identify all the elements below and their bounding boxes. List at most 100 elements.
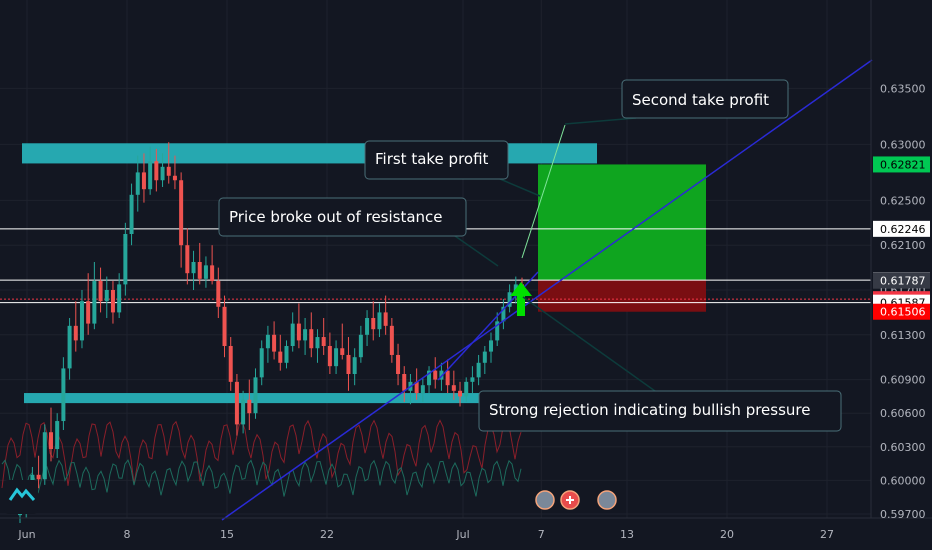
- candle: [501, 306, 506, 322]
- price-tick-label: 0.61300: [880, 329, 926, 342]
- price-label-text: 0.62821: [880, 158, 926, 171]
- candle: [179, 180, 184, 246]
- candle: [272, 334, 277, 352]
- candle: [358, 334, 363, 358]
- candle: [507, 292, 512, 307]
- price-label-bg: [873, 272, 930, 289]
- candle: [247, 399, 252, 414]
- candle: [476, 362, 481, 378]
- candle: [414, 381, 419, 394]
- price-label-bg: [873, 220, 930, 237]
- candle: [259, 348, 264, 378]
- price-axis[interactable]: 0.635000.630000.625000.621000.617000.613…: [873, 82, 930, 521]
- candle: [234, 381, 239, 425]
- annotation-leader-line: [499, 178, 541, 197]
- annotation-box: [478, 390, 842, 432]
- candle: [433, 370, 438, 380]
- candle: [154, 161, 159, 181]
- ascending-trendline: [221, 59, 873, 521]
- trendlines[interactable]: [221, 59, 873, 521]
- event-marker-icon: [535, 490, 555, 510]
- candle: [315, 337, 320, 349]
- time-tick-label: Jul: [455, 528, 469, 541]
- candle: [92, 281, 97, 324]
- candle: [166, 166, 171, 176]
- candle: [352, 357, 357, 374]
- price-tick-label: 0.63500: [880, 82, 926, 95]
- candle: [73, 325, 78, 341]
- annotation-text: Price broke out of resistance: [229, 208, 443, 226]
- annotations[interactable]: Second take profit First take profit Price…: [218, 79, 842, 432]
- candle: [123, 234, 128, 285]
- candle: [303, 329, 308, 341]
- candle: [104, 290, 109, 302]
- candle: [513, 284, 518, 293]
- time-tick-label: 20: [720, 528, 734, 541]
- candle: [98, 281, 103, 302]
- candle: [135, 172, 140, 195]
- candle: [203, 265, 208, 279]
- candle: [464, 381, 469, 397]
- annotation-text: Second take profit: [632, 91, 769, 109]
- volume-oscillator: [1, 419, 522, 497]
- time-tick-label: 15: [220, 528, 234, 541]
- price-label-bg: [873, 303, 930, 320]
- bullish-arrow-icon: [510, 282, 532, 316]
- candle: [117, 284, 122, 313]
- time-tick-label: 8: [124, 528, 131, 541]
- time-tick-label: 22: [320, 528, 334, 541]
- price-tick-label: 0.60300: [880, 441, 926, 454]
- candle: [228, 346, 233, 382]
- price-tick-label: 0.60000: [880, 474, 926, 487]
- volume-line-green: [1, 459, 522, 497]
- annotation-text: First take profit: [375, 150, 489, 168]
- candle: [321, 337, 326, 346]
- candle: [451, 385, 456, 391]
- candle: [79, 301, 84, 341]
- candle: [265, 334, 270, 349]
- candle: [296, 323, 301, 341]
- stop-loss-zone: [538, 280, 706, 312]
- candle: [141, 172, 146, 190]
- candle: [67, 325, 72, 369]
- candle: [309, 329, 314, 349]
- candle: [284, 346, 289, 363]
- annotation-leader-line: [454, 235, 499, 267]
- candle: [365, 318, 370, 335]
- candle: [222, 306, 227, 346]
- candle: [42, 432, 47, 480]
- candle: [185, 245, 190, 274]
- annotation-leader-line: [564, 117, 637, 125]
- candle: [334, 348, 339, 367]
- projection-line: [521, 124, 566, 259]
- support-zone: [24, 393, 584, 404]
- price-tick-label: 0.60900: [880, 374, 926, 387]
- candle: [489, 340, 494, 352]
- candle: [110, 290, 115, 313]
- candle: [383, 312, 388, 326]
- logo-mark-icon: [8, 487, 36, 501]
- candlestick-series: [18, 142, 524, 523]
- candle: [371, 318, 376, 330]
- candle: [495, 321, 500, 341]
- event-marker-icon: [597, 490, 617, 510]
- candle: [402, 374, 407, 391]
- annotation-box: [364, 140, 509, 180]
- annotation-text: Strong rejection indicating bullish pres…: [489, 401, 810, 419]
- time-tick-label: 13: [620, 528, 634, 541]
- chart-icons: [4, 480, 617, 514]
- candle: [346, 354, 351, 374]
- candle: [290, 323, 295, 346]
- time-axis[interactable]: Jun 8 15 22 Jul 7 13 20 27: [17, 528, 834, 541]
- candle: [191, 262, 196, 274]
- price-label-text: 0.62246: [880, 223, 926, 236]
- candle: [420, 385, 425, 394]
- candle: [48, 432, 53, 450]
- candle: [396, 354, 401, 374]
- candle: [36, 474, 41, 480]
- candle: [86, 301, 91, 324]
- time-tick-label: 7: [538, 528, 545, 541]
- price-label-text: 0.61787: [880, 274, 926, 287]
